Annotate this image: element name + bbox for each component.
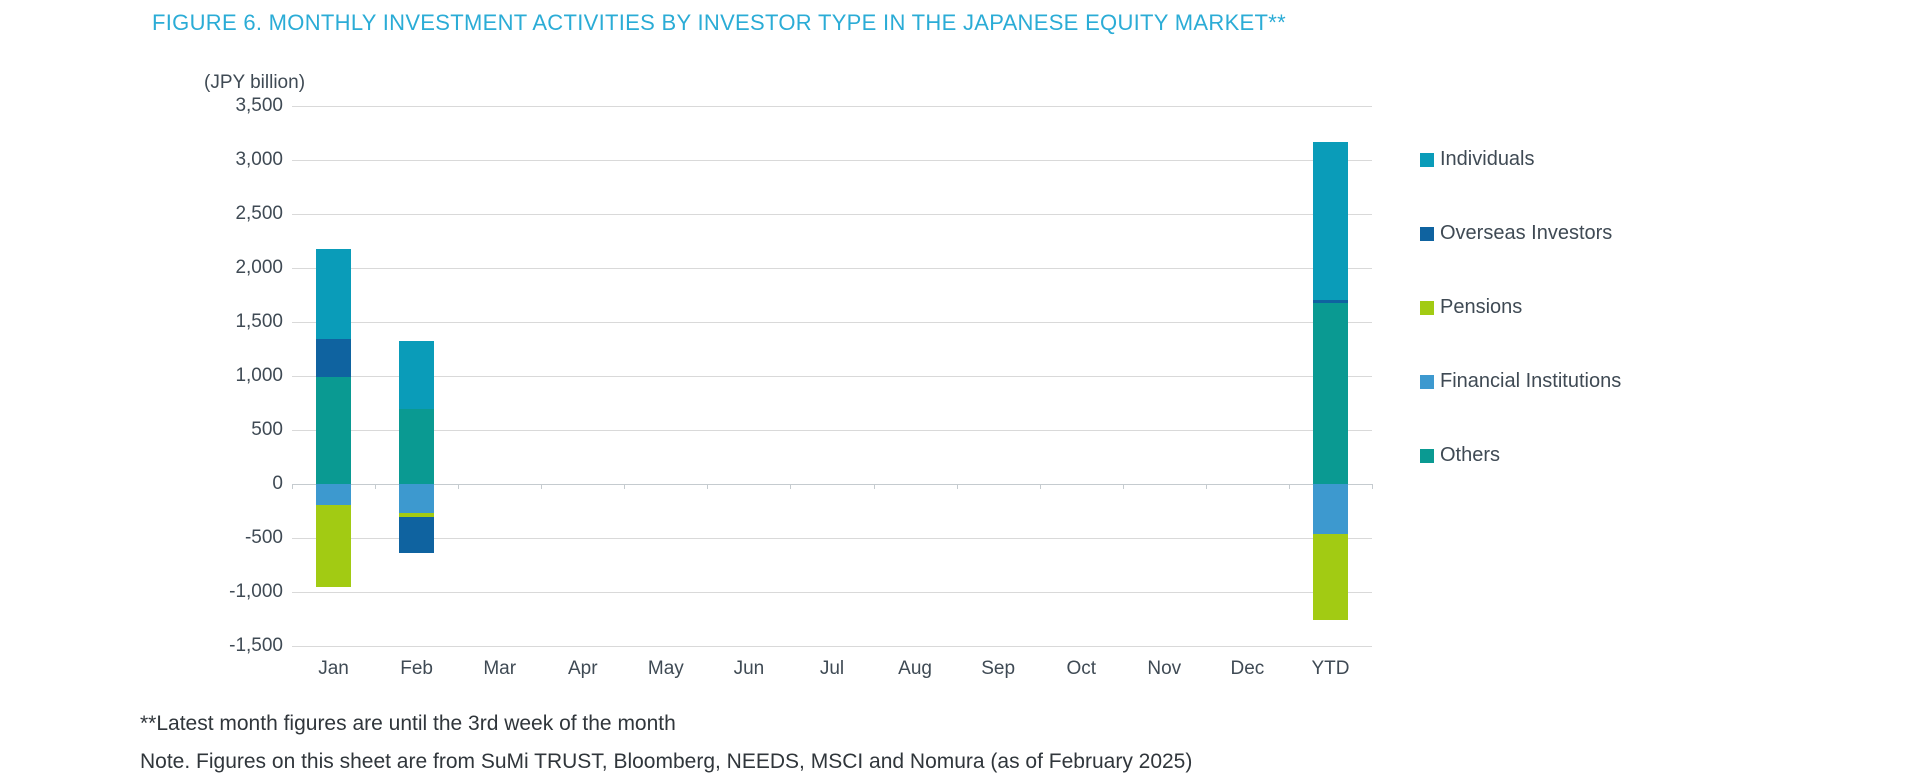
bar-segment-overseas-investors-jan: [316, 339, 352, 378]
gridline: [292, 430, 1372, 431]
legend-item-financial-institutions: Financial Institutions: [1420, 370, 1621, 393]
bar-segment-individuals-jan: [316, 248, 352, 340]
x-axis-label-apr: Apr: [567, 658, 598, 679]
x-axis-label-may: May: [647, 658, 684, 679]
bar-segment-others-feb: [399, 409, 435, 484]
y-axis-tick-label: 2,500: [235, 203, 283, 224]
zero-axis-tick: [1039, 484, 1041, 489]
bar-segment-overseas-investors-ytd: [1312, 300, 1348, 303]
x-axis-label-sep: Sep: [981, 658, 1016, 679]
x-axis-label-jul: Jul: [819, 658, 845, 679]
legend-label: Pensions: [1440, 296, 1523, 318]
legend-label: Overseas Investors: [1440, 222, 1613, 244]
legend-swatch-icon: [1420, 374, 1434, 389]
gridline: [292, 376, 1372, 377]
gridline: [292, 268, 1372, 269]
y-axis-unit-label: (JPY billion): [204, 72, 306, 93]
zero-axis-tick: [1288, 484, 1290, 489]
zero-axis-tick: [541, 484, 543, 489]
legend-label: Others: [1440, 444, 1501, 466]
zero-axis-tick: [624, 484, 626, 489]
bar-segment-overseas-investors-feb: [399, 517, 435, 554]
bar-segment-individuals-feb: [399, 341, 435, 410]
gridline: [292, 646, 1372, 647]
zero-axis-tick: [458, 484, 460, 489]
bar-segment-financial-institutions-ytd: [1312, 484, 1348, 534]
bar-segment-financial-institutions-feb: [399, 484, 435, 514]
x-axis-label-aug: Aug: [898, 658, 932, 679]
gridline: [292, 322, 1372, 323]
zero-axis-tick: [1205, 484, 1207, 489]
bar-segment-pensions-feb: [399, 513, 435, 518]
y-axis-tick-label: 500: [251, 419, 283, 440]
x-axis-label-jan: Jan: [318, 658, 349, 679]
legend-item-others: Others: [1420, 444, 1500, 467]
y-axis-tick-label: -1,000: [229, 581, 283, 602]
zero-axis-tick: [873, 484, 875, 489]
legend-item-pensions: Pensions: [1420, 296, 1522, 319]
bar-segment-others-jan: [316, 377, 352, 484]
y-axis-tick-label: -1,500: [229, 635, 283, 656]
y-axis-tick-label: -500: [244, 527, 283, 548]
legend-label: Financial Institutions: [1440, 370, 1622, 392]
zero-axis-tick: [375, 484, 377, 489]
footnote-source-note: Note. Figures on this sheet are from SuM…: [140, 750, 1193, 773]
x-axis-label-feb: Feb: [400, 658, 433, 679]
bar-segment-financial-institutions-jan: [316, 484, 352, 505]
zero-gridline: [292, 484, 1372, 485]
legend-swatch-icon: [1420, 300, 1434, 315]
gridline: [292, 160, 1372, 161]
legend-item-overseas-investors: Overseas Investors: [1420, 222, 1612, 245]
zero-axis-tick: [1122, 484, 1124, 489]
zero-axis-tick: [790, 484, 792, 489]
zero-axis-tick: [707, 484, 709, 489]
legend-swatch-icon: [1420, 152, 1434, 167]
footnote-latest-month: **Latest month figures are until the 3rd…: [140, 712, 676, 735]
bar-segment-pensions-ytd: [1312, 533, 1348, 621]
zero-axis-tick: [956, 484, 958, 489]
gridline: [292, 592, 1372, 593]
figure-title: FIGURE 6. MONTHLY INVESTMENT ACTIVITIES …: [152, 10, 1286, 35]
x-axis-label-mar: Mar: [483, 658, 517, 679]
legend-label: Individuals: [1440, 148, 1535, 170]
bar-segment-individuals-ytd: [1312, 141, 1348, 301]
bar-segment-others-ytd: [1312, 302, 1348, 484]
gridline: [292, 214, 1372, 215]
gridline: [292, 106, 1372, 107]
legend-swatch-icon: [1420, 226, 1434, 241]
y-axis-tick-label: 2,000: [235, 257, 283, 278]
y-axis-tick-label: 3,000: [235, 149, 283, 170]
y-axis-tick-label: 0: [272, 473, 283, 494]
x-axis-label-ytd: YTD: [1311, 658, 1350, 679]
legend-swatch-icon: [1420, 448, 1434, 463]
x-axis-label-jun: Jun: [733, 658, 765, 679]
x-axis-label-dec: Dec: [1230, 658, 1265, 679]
bar-segment-pensions-jan: [316, 504, 352, 587]
zero-axis-tick: [1372, 484, 1373, 489]
x-axis-label-oct: Oct: [1066, 658, 1096, 679]
y-axis-tick-label: 3,500: [235, 95, 283, 116]
zero-axis-tick: [292, 484, 293, 489]
gridline: [292, 538, 1372, 539]
legend-item-individuals: Individuals: [1420, 148, 1535, 171]
y-axis-tick-label: 1,000: [235, 365, 283, 386]
x-axis-label-nov: Nov: [1147, 658, 1182, 679]
y-axis-tick-label: 1,500: [235, 311, 283, 332]
